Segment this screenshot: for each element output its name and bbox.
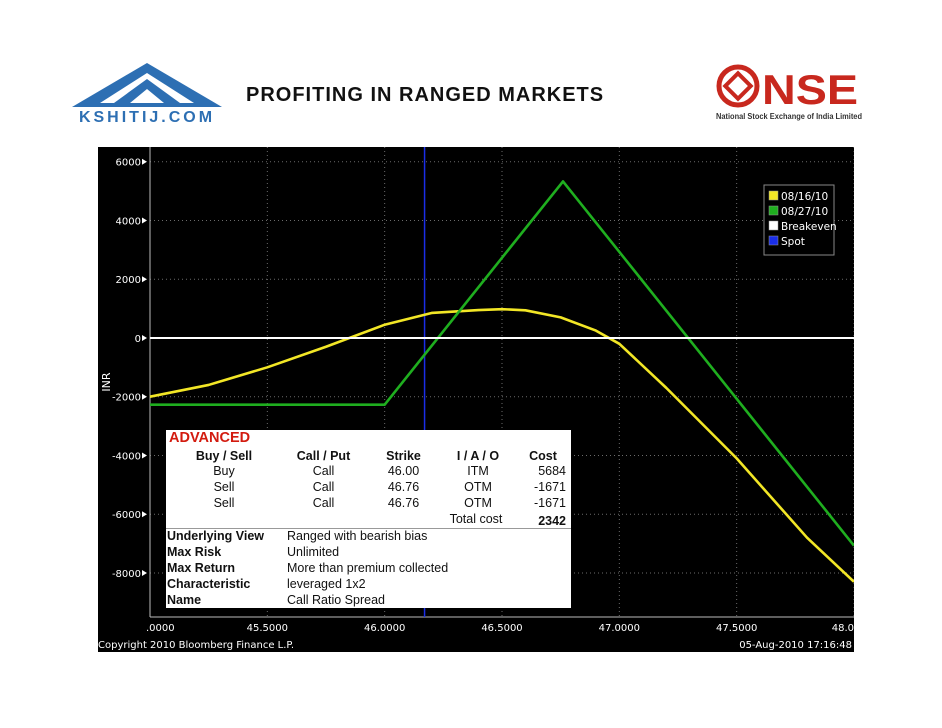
nse-logo: NSE National Stock Exchange of India Lim…	[716, 64, 862, 121]
property-label: Max Return	[167, 561, 236, 575]
property-label: Max Risk	[167, 545, 222, 559]
y-tick-marker	[142, 217, 147, 224]
table-row: Buy Call 46.00 ITM 5684	[166, 464, 571, 480]
y-tick-label: 6000	[116, 158, 141, 169]
legend-label: Spot	[781, 236, 805, 248]
y-tick-label: -8000	[112, 569, 141, 580]
property-value: More than premium collected	[287, 561, 449, 575]
nse-logo-subtitle: National Stock Exchange of India Limited	[716, 111, 862, 121]
y-tick-label: 4000	[116, 216, 141, 227]
legend-swatch	[768, 190, 779, 201]
y-tick-label: 0	[135, 334, 141, 345]
x-tick-label: 48.0	[832, 623, 854, 634]
property-value: Unlimited	[287, 545, 340, 559]
leg-2-strike: 46.76	[387, 480, 420, 494]
legend-swatch	[768, 205, 779, 216]
slide-title: PROFITING IN RANGED MARKETS	[246, 84, 605, 106]
legend-label: Breakeven	[781, 221, 837, 233]
property-value: Ranged with bearish bias	[287, 529, 428, 543]
y-tick-marker	[142, 452, 147, 459]
y-tick-marker	[142, 393, 147, 400]
series-line-08-16-10	[149, 307, 854, 583]
property-value: Call Ratio Spread	[287, 593, 385, 607]
legend-label: 08/27/10	[781, 206, 828, 218]
header-iao: I / A / O	[456, 449, 500, 463]
property-row: Underlying View Ranged with bearish bias	[167, 529, 571, 545]
y-axis-label: INR	[100, 372, 113, 391]
leg-3-strike: 46.76	[387, 496, 420, 510]
leg-2-call-put: Call	[312, 480, 335, 494]
header-strike: Strike	[386, 449, 421, 463]
y-tick-label: -2000	[112, 393, 141, 404]
series-line-08-27-10	[150, 180, 854, 547]
x-tick-label: .0000	[146, 623, 175, 634]
x-tick-label: 46.5000	[481, 623, 522, 634]
leg-1-call-put: Call	[312, 464, 335, 478]
header-call-put: Call / Put	[296, 449, 351, 463]
kshitij-logo: KSHITIJ.COM	[66, 63, 228, 125]
property-value: leveraged 1x2	[287, 577, 366, 591]
copyright-text: Copyright 2010 Bloomberg Finance L.P.	[98, 640, 294, 651]
x-tick-label: 46.0000	[364, 623, 405, 634]
table-row: Sell Call 46.76 OTM -1671	[166, 496, 571, 512]
property-row: Max Return More than premium collected	[167, 561, 571, 577]
total-cost-label: Total cost	[449, 512, 503, 526]
y-tick-label: -6000	[112, 510, 141, 521]
y-tick-label: -4000	[112, 451, 141, 462]
property-label: Name	[167, 593, 202, 607]
leg-2-iao: OTM	[464, 480, 492, 494]
leg-3-call-put: Call	[312, 496, 335, 510]
x-tick-label: 47.0000	[599, 623, 640, 634]
header-buy-sell: Buy / Sell	[195, 449, 253, 463]
leg-3-iao: OTM	[464, 496, 492, 510]
legend-swatch	[768, 235, 779, 246]
nse-logo-text: NSE	[762, 66, 858, 113]
leg-1-cost: 5684	[538, 464, 566, 478]
y-tick-label: 2000	[116, 275, 141, 286]
leg-2-cost: -1671	[534, 480, 566, 494]
payoff-chart: 6000 4000 2000 0 -2000 -4000 -6000 -8000 .0000 45…	[98, 147, 854, 652]
leg-1-buy-sell: Buy	[213, 464, 235, 478]
y-tick-marker	[142, 569, 147, 576]
y-tick-marker	[142, 276, 147, 283]
leg-3-cost: -1671	[534, 496, 566, 510]
kshitij-logo-text: KSHITIJ.COM	[79, 109, 215, 125]
property-row: Name Call Ratio Spread	[167, 593, 571, 609]
property-row: Characteristic leveraged 1x2	[167, 577, 571, 593]
legs-table-header: Buy / Sell Call / Put Strike I / A / O C…	[166, 449, 571, 465]
property-label: Characteristic	[167, 577, 251, 591]
info-box-divider	[166, 528, 571, 529]
y-tick-marker	[142, 511, 147, 518]
y-tick-marker	[142, 158, 147, 165]
property-label: Underlying View	[167, 529, 265, 543]
leg-3-buy-sell: Sell	[213, 496, 235, 510]
header-cost: Cost	[529, 449, 557, 463]
leg-1-iao: ITM	[467, 464, 489, 478]
leg-1-strike: 46.00	[387, 464, 420, 478]
x-tick-label: 47.5000	[716, 623, 757, 634]
strategy-level-title: ADVANCED	[169, 430, 251, 446]
table-row: Sell Call 46.76 OTM -1671	[166, 480, 571, 496]
leg-2-buy-sell: Sell	[213, 480, 235, 494]
timestamp-text: 05-Aug-2010 17:16:48	[739, 640, 852, 651]
total-cost-value: 2342	[538, 514, 566, 528]
y-tick-marker	[142, 334, 147, 341]
x-tick-label: 45.5000	[247, 623, 288, 634]
payoff-chart-svg: 6000 4000 2000 0 -2000 -4000 -6000 -8000 .0000 45…	[98, 147, 854, 651]
legend-label: 08/16/10	[781, 191, 828, 203]
legend-swatch	[768, 220, 779, 231]
strategy-info-box: ADVANCED Buy / Sell Call / Put Strike I …	[166, 430, 571, 608]
property-row: Max Risk Unlimited	[167, 545, 571, 561]
